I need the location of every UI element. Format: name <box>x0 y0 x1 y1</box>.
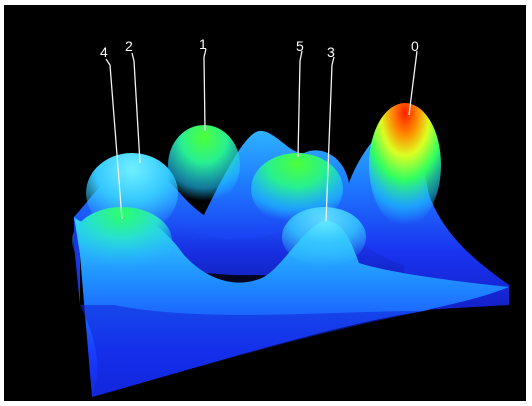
leader-line-3 <box>325 56 335 222</box>
viewport-3d[interactable]: 4 2 1 5 3 0 <box>4 5 526 401</box>
peak-label-4: 4 <box>100 44 108 60</box>
left-side-face <box>74 217 80 305</box>
peak-label-0: 0 <box>411 38 419 54</box>
peak-0-highlight <box>369 103 441 227</box>
peak-label-1: 1 <box>199 36 207 52</box>
leader-line-4 <box>105 58 123 220</box>
peak-label-5: 5 <box>296 38 304 54</box>
peak-5-highlight <box>251 153 343 225</box>
peak-label-3: 3 <box>327 44 335 60</box>
leader-line-2 <box>131 52 141 164</box>
peak-3-highlight <box>282 207 366 267</box>
peak-labels: 4 2 1 5 3 0 <box>100 36 419 60</box>
leader-line-0 <box>408 50 418 116</box>
peak-4-highlight <box>72 207 172 275</box>
gaussian-surface-plot[interactable]: 4 2 1 5 3 0 <box>4 5 526 401</box>
leader-lines <box>105 48 418 222</box>
leader-line-5 <box>297 50 303 158</box>
peak-1-highlight <box>168 125 240 205</box>
leader-line-1 <box>203 48 207 132</box>
peak-label-2: 2 <box>125 38 133 54</box>
front-surface <box>72 207 509 397</box>
front-edge-shade <box>80 305 424 397</box>
